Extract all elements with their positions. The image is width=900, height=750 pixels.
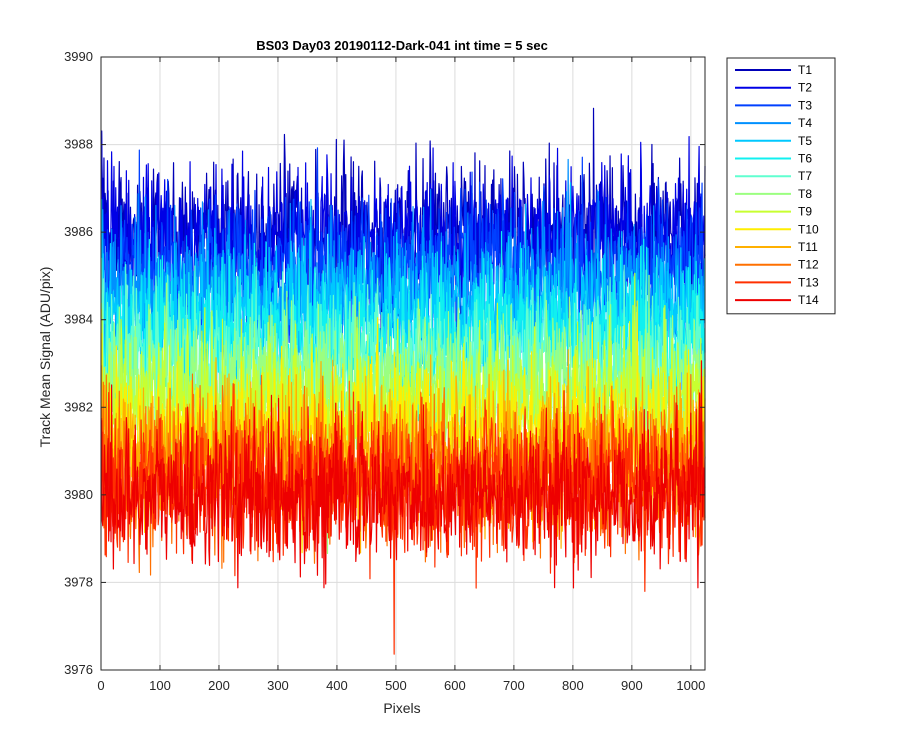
legend-box: [726, 57, 836, 315]
y-tick-label: 3988: [64, 137, 93, 152]
series-line-t14: [100, 360, 706, 589]
legend-label-t12: T12: [798, 258, 819, 272]
y-tick-label: 3986: [64, 224, 93, 239]
legend-label-t14: T14: [798, 293, 819, 307]
y-tick-label: 3976: [64, 662, 93, 677]
y-tick-label: 3990: [64, 49, 93, 64]
legend-label-t6: T6: [798, 152, 812, 166]
x-tick-label: 600: [444, 678, 466, 693]
x-tick-label: 300: [267, 678, 289, 693]
plot-axes: 0 100 200 300 400 500 600 700 800 900 1000 3976397…: [64, 49, 706, 693]
y-tick-label: 3982: [64, 399, 93, 414]
legend-label-t10: T10: [798, 222, 819, 236]
legend-label-t13: T13: [798, 275, 819, 289]
x-tick-label: 100: [149, 678, 171, 693]
x-axis-ticks: 0 100 200 300 400 500 600 700 800 900 1000: [97, 57, 705, 693]
legend: T1 T2 T3 T4 T5 T6 T7 T8 T9 T10 T11 T12 T13 T14: [726, 57, 836, 315]
legend-label-t5: T5: [798, 134, 812, 148]
chart-title: BS03 Day03 20190112-Dark-041 int time = …: [256, 38, 548, 53]
legend-label-t9: T9: [798, 205, 812, 219]
x-tick-label: 1000: [676, 678, 705, 693]
legend-label-t7: T7: [798, 169, 812, 183]
x-tick-label: 500: [385, 678, 407, 693]
y-tick-label: 3980: [64, 487, 93, 502]
legend-label-t11: T11: [798, 240, 818, 254]
y-axis-label: Track Mean Signal (ADU/pix): [37, 267, 53, 448]
plot-box: [100, 56, 706, 671]
x-tick-label: 800: [562, 678, 584, 693]
y-axis-ticks: 3976 3978 3980 3982 3984 3986 3988 3990: [64, 49, 705, 677]
legend-label-t1: T1: [798, 63, 812, 77]
x-axis-label: Pixels: [383, 700, 420, 716]
x-tick-label: 200: [208, 678, 230, 693]
x-tick-label: 900: [621, 678, 643, 693]
series-lines: [100, 107, 706, 655]
y-tick-label: 3978: [64, 574, 93, 589]
legend-label-t4: T4: [798, 116, 812, 130]
x-tick-label: 0: [97, 678, 104, 693]
legend-label-t3: T3: [798, 98, 812, 112]
legend-label-t2: T2: [798, 81, 812, 95]
x-tick-label: 700: [503, 678, 525, 693]
x-tick-label: 400: [326, 678, 348, 693]
legend-label-t8: T8: [798, 187, 812, 201]
y-tick-label: 3984: [64, 312, 93, 327]
